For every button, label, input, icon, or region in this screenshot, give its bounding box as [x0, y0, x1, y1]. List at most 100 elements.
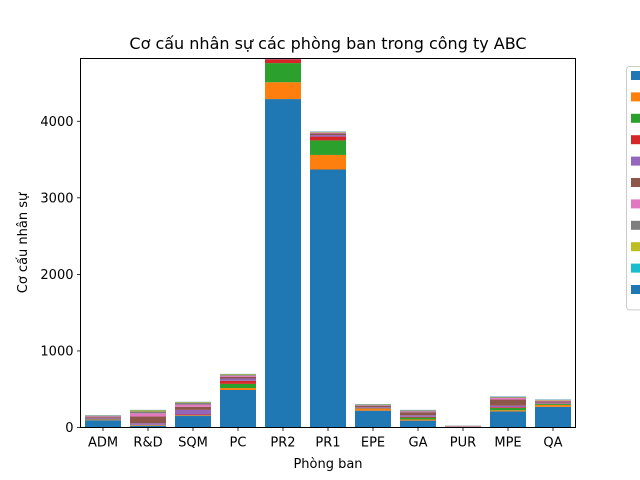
legend-swatch — [631, 242, 640, 252]
bar-segment-sqm-s0 — [175, 416, 211, 428]
y-tick-label: 3000 — [40, 191, 73, 206]
x-tick-label: PR2 — [270, 436, 295, 451]
legend-swatch — [631, 156, 640, 166]
bar-segment-adm-s4 — [85, 418, 121, 420]
bar-segment-qa-s6 — [535, 400, 571, 402]
bar-segment-pr1-s1 — [310, 154, 346, 170]
bar-segment-adm-s6 — [85, 416, 121, 418]
bar-segment-pc-s4 — [220, 378, 256, 381]
chart-title: Cơ cấu nhân sự các phòng ban trong công … — [129, 34, 526, 53]
bar-segment-mpe-s6 — [490, 398, 526, 400]
bar-segment-qa-s5 — [535, 401, 571, 403]
bar-segment-epe-s5 — [355, 405, 391, 408]
bar-segment-sqm-s5 — [175, 406, 211, 410]
bar-segment-qa-s1 — [535, 404, 571, 407]
x-tick-label: EPE — [361, 436, 385, 451]
bar-segment-sqm-s4 — [175, 409, 211, 415]
legend-swatch — [631, 263, 640, 273]
bar-segment-qa-s4 — [535, 402, 571, 404]
y-tick-label: 2000 — [40, 268, 73, 283]
legend-swatch — [631, 285, 640, 294]
bar-segment-pc-s5 — [220, 376, 256, 379]
x-tick-label: PUR — [450, 436, 476, 451]
bar-segment-qa-s2 — [535, 403, 571, 405]
bar-segment-pc-s6 — [220, 375, 256, 377]
bar-segment-pc-s8 — [220, 374, 256, 376]
legend-swatch — [631, 135, 640, 145]
y-tick-label: 0 — [65, 421, 73, 436]
y-tick-label: 4000 — [40, 115, 73, 130]
x-tick-label: PC — [230, 436, 247, 451]
bar-segment-pr1-s4 — [310, 135, 346, 137]
bar-segment-pr1-s2 — [310, 140, 346, 155]
bar-segment-mpe-s7 — [490, 397, 526, 399]
x-tick-label: QA — [543, 436, 562, 451]
bar-segment-pr1-s0 — [310, 169, 346, 428]
bar-segment-ga-s7 — [400, 410, 436, 412]
bar-segment-epe-s4 — [355, 407, 391, 408]
bar-segment-ga-s5 — [400, 412, 436, 416]
bar-segment-pr2-s1 — [265, 82, 301, 100]
legend-swatch — [631, 113, 640, 123]
legend-swatch — [631, 71, 640, 80]
plot-frame — [80, 58, 576, 428]
bar-segment-pr1-s6 — [310, 132, 346, 134]
legend-swatch — [631, 178, 640, 187]
bar-segment-mpe-s2 — [490, 407, 526, 411]
y-axis: 0 1000 2000 3000 4000 — [40, 115, 81, 436]
x-tick-label: R&D — [133, 436, 162, 451]
bar-segment-rd-s7 — [130, 411, 166, 414]
bar-segment-pr2-s2 — [265, 63, 301, 83]
legend — [626, 66, 640, 311]
bar-segment-sqm-s3 — [175, 414, 211, 416]
bar-segment-epe-s1 — [355, 408, 391, 411]
bar-segment-pr1-s5 — [310, 133, 346, 136]
bar-segment-ga-s6 — [400, 411, 436, 413]
legend-box — [626, 66, 640, 311]
bar-segment-rd-s5 — [130, 416, 166, 424]
bar-segment-adm-s0 — [85, 420, 121, 428]
bar-segment-qa-s0 — [535, 406, 571, 428]
legend-swatch — [631, 92, 640, 102]
bar-segment-pr2-s0 — [265, 99, 301, 428]
bar-segment-pc-s1 — [220, 388, 256, 390]
bar-segment-ga-s3 — [400, 416, 436, 418]
x-tick-label: ADM — [88, 436, 118, 451]
bar-segment-mpe-s5 — [490, 399, 526, 406]
bar-segment-pc-s3 — [220, 380, 256, 384]
bar-segment-ga-s0 — [400, 420, 436, 428]
bar-segment-epe-s0 — [355, 410, 391, 428]
bar-segment-ga-s4 — [400, 415, 436, 417]
x-axis-label: Phòng ban — [293, 457, 362, 472]
bar-segment-pr1-s3 — [310, 136, 346, 141]
bar-segment-pr2-s3 — [265, 59, 301, 64]
bar-segment-adm-s5 — [85, 417, 121, 419]
bar-segment-rd-s6 — [130, 413, 166, 417]
bar-segment-ga-s1 — [400, 419, 436, 421]
bar-segment-rd-s8 — [130, 410, 166, 412]
x-tick-label: SQM — [178, 436, 208, 451]
bar-segment-rd-s0 — [130, 425, 166, 428]
bar-segment-pc-s7 — [220, 375, 256, 376]
bar-segment-mpe-s0 — [490, 411, 526, 428]
bar-segment-sqm-s6 — [175, 404, 211, 407]
x-tick-label: GA — [409, 436, 428, 451]
bar-segment-mpe-s3 — [490, 407, 526, 408]
bar-segment-mpe-s4 — [490, 405, 526, 408]
bar-segment-pc-s0 — [220, 389, 256, 428]
x-tick-label: PR1 — [315, 436, 340, 451]
bars-layer — [85, 58, 571, 428]
y-axis-label: Cơ cấu nhân sự — [16, 192, 31, 293]
x-axis: ADM R&D SQM PC PR2 PR1 EPE GA PUR MPE QA — [88, 427, 563, 451]
legend-swatch — [631, 220, 640, 230]
bar-segment-sqm-s7 — [175, 403, 211, 405]
y-tick-label: 1000 — [40, 344, 73, 359]
bar-segment-sqm-s8 — [175, 402, 211, 404]
legend-swatch — [631, 199, 640, 209]
x-tick-label: MPE — [494, 436, 521, 451]
bar-segment-mpe-s1 — [490, 410, 526, 412]
bar-segment-ga-s2 — [400, 417, 436, 420]
bar-segment-pc-s2 — [220, 383, 256, 389]
bar-segment-rd-s4 — [130, 423, 166, 425]
